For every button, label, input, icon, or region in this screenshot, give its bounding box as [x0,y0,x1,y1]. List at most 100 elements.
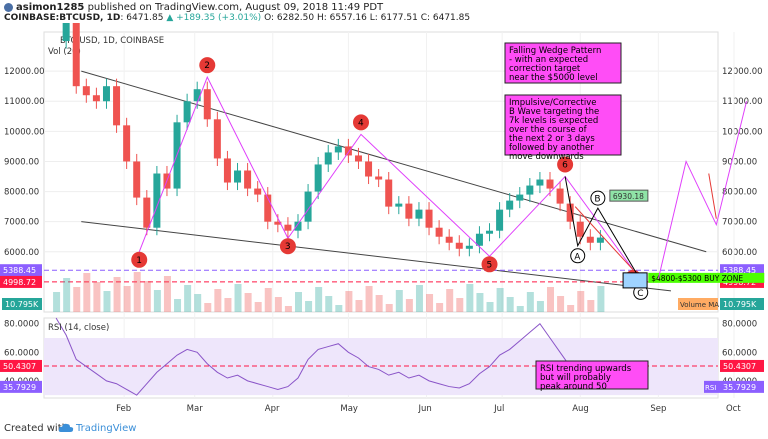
rsi-level-label: 35.7929 [3,383,36,392]
rsi-level-tag [720,380,764,393]
wave-label-marker[interactable] [481,256,498,273]
volume-bar [264,288,272,312]
projection-box[interactable] [609,189,649,202]
volume-bar [325,296,333,312]
annotation-rsi-line: RSI trending upwards [540,364,632,374]
volume-bar [284,306,292,312]
candle-body [445,236,453,243]
candle-body [375,176,383,180]
rsi-tick-right: 60.0000 [722,348,757,358]
buy-zone-tag[interactable] [648,272,765,283]
annotation-b-wave-line: move downwards [509,152,584,162]
candle-body [153,173,161,228]
candle-body [304,191,312,222]
abc-projection [564,176,642,281]
candle-body [546,179,554,189]
wave-label-marker[interactable] [557,156,574,173]
candle-body [395,203,403,207]
projected-path [657,101,748,279]
volume-bar [194,294,202,312]
wave-label-marker[interactable] [353,114,369,131]
tradingview-brand[interactable]: TradingView [76,423,137,434]
price-level-tag [0,275,42,288]
annotation-b-wave-line: the next 2 or 3 days [509,134,595,144]
abc-marker[interactable] [570,248,586,264]
volume-title: Vol (20) [48,47,81,57]
candle-body [102,86,110,102]
rsi-title: RSI (14, close) [48,323,109,333]
candle-body [203,89,211,120]
abc-label: B [594,195,600,205]
x-tick-label: Mar [187,404,204,414]
rsi-side-tag [704,380,720,393]
rsi-tick-right: 80.0000 [722,320,757,330]
wave-label-marker[interactable] [199,57,216,74]
volume-label: 10.795K [5,300,39,309]
rsi-side-label: RSI [705,384,716,392]
volume-bar [516,306,524,312]
candle-body [506,200,514,210]
candle-body [354,155,362,162]
volume-bar [335,305,343,312]
author-name[interactable]: asimon1285 [16,2,85,13]
volume-bar [93,282,101,312]
candle-body [576,221,584,237]
elliott-wave-path [138,75,634,271]
volume-bar [405,299,413,312]
symbol-label: COINBASE:BTCUSD, 1D [4,13,121,23]
candle-body [314,164,322,192]
candle-body [405,203,413,219]
annotation-b-wave-box[interactable] [504,94,622,156]
volume-bar [426,294,434,312]
volume-bar [73,287,81,312]
volume-bar [486,302,494,312]
rsi-level-tag [0,380,42,393]
volume-bar [597,286,605,312]
abc-marker[interactable] [590,190,606,206]
annotation-wedge-line: near the $5000 level [509,73,598,83]
wave-label-marker[interactable] [279,238,296,255]
candle-body [435,227,443,237]
candle-body [475,233,483,246]
volume-bar [415,285,423,312]
wave-label: 6 [562,161,568,171]
candle-body [294,221,302,231]
volume-bar [536,301,544,312]
volume-bar [385,304,393,312]
volume-bar [103,291,111,312]
volume-label: 10.795K [723,300,757,309]
y-tick-right: 10000.00 [722,127,763,137]
rsi-level-label: 50.4307 [723,362,756,371]
candle-body [465,245,473,249]
wave-label-marker[interactable] [131,251,148,268]
annotation-rsi-box[interactable] [535,360,649,390]
annotation-b-wave-line: Impulsive/Corrective [509,98,597,108]
candle-body [556,188,564,204]
candle-body [113,86,121,126]
volume-bar [254,302,262,312]
y-tick-left: 8000.00 [4,188,39,198]
volume-ma-label: Volume MA [680,301,719,309]
annotation-wedge-box[interactable] [504,42,622,84]
y-tick-left: 9000.00 [4,157,39,167]
price-change: ▲ +189.35 (+3.01%) [166,13,262,23]
decline-line [574,206,634,271]
price-chart[interactable]: 6000.00 6000.00 7000.00 7000.00 8000.00 8000.… [0,23,768,419]
rsi-level-tag [0,359,42,372]
volume-bar [496,288,504,312]
volume-bar [456,298,464,312]
tradingview-cloud-icon [58,423,74,432]
candle-body [183,101,191,123]
candle-body [596,237,604,243]
price-level-label: 5388.45 [3,266,36,275]
volume-bar [315,287,323,312]
x-tick-label: Feb [116,404,131,414]
annotation-wedge-line: Falling Wedge Pattern [509,46,601,56]
buy-zone-marker[interactable] [622,272,648,289]
volume-bar [395,290,403,312]
annotation-b-wave-line: followed by another [509,143,594,153]
publish-line: asimon1285 published on TradingView.com,… [4,2,383,13]
annotation-b-wave-line: 7k levels is expected [509,116,598,126]
y-tick-right: 8000.00 [722,188,757,198]
wave-label: 2 [204,61,210,71]
